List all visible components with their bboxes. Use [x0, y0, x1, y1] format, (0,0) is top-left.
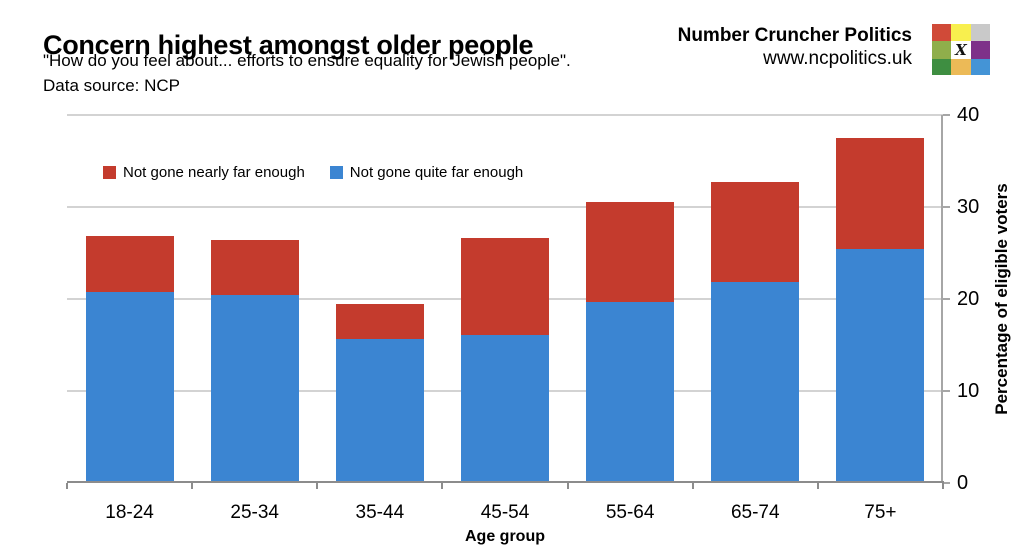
plot-area: Not gone nearly far enough Not gone quit…	[66, 105, 979, 545]
logo-cell	[970, 58, 990, 75]
x-axis-tick	[191, 483, 194, 489]
bar-35-44-nearly	[335, 303, 424, 340]
bar-18-24-nearly	[85, 236, 174, 292]
y-tick-label: 20	[957, 288, 980, 310]
bar-25-34-quite	[210, 295, 299, 483]
bar-55-64-nearly	[586, 202, 675, 302]
logo-cell	[970, 40, 990, 59]
x-category-label: 65-74	[730, 502, 780, 523]
x-axis-tick	[566, 483, 569, 489]
logo-cell: X	[951, 40, 971, 59]
bar-75+-quite	[836, 249, 925, 483]
y-axis-title: Percentage of eligible voters	[992, 183, 1011, 415]
x-axis-tick	[66, 483, 68, 489]
x-axis-tick	[816, 483, 819, 489]
bar-18-24-quite	[85, 291, 174, 483]
logo-cell	[932, 24, 952, 41]
x-category-label: 25-34	[230, 502, 280, 523]
brand-url[interactable]: www.ncpolitics.uk	[763, 48, 912, 69]
legend-swatch-red-icon	[103, 166, 116, 179]
y-tick-label: 10	[957, 380, 980, 402]
x-axis-tick	[441, 483, 444, 489]
y-axis-tick	[943, 298, 950, 300]
branding-block: Number Cruncher Politics www.ncpolitics.…	[678, 24, 912, 70]
x-axis-tick	[942, 483, 944, 489]
x-category-label: 75+	[864, 502, 897, 523]
bar-75+-nearly	[836, 138, 925, 250]
page-title: Concern highest amongst older people	[43, 30, 534, 61]
legend-item-quite: Not gone quite far enough	[329, 164, 524, 181]
ncp-logo-icon: X	[932, 24, 990, 75]
y-tick-label: 0	[957, 472, 969, 494]
brand-name: Number Cruncher Politics	[677, 25, 912, 46]
logo-cell	[932, 40, 952, 59]
x-category-label: 35-44	[355, 502, 405, 523]
logo-cell	[951, 24, 971, 41]
gridline-30	[67, 206, 943, 208]
bar-65-74-quite	[711, 282, 800, 483]
bar-65-74-nearly	[711, 182, 800, 283]
bar-25-34-nearly	[210, 240, 299, 296]
bar-45-54-nearly	[461, 238, 549, 335]
data-source-note: Data source: NCP	[43, 76, 180, 95]
legend-label-quite: Not gone quite far enough	[349, 164, 524, 181]
x-axis-title: Age group	[465, 528, 545, 545]
x-axis-line	[67, 481, 944, 483]
x-axis-tick	[691, 483, 694, 489]
y-axis-line	[941, 115, 943, 483]
bar-35-44-quite	[335, 339, 424, 483]
bar-55-64-quite	[586, 301, 675, 483]
logo-cell	[951, 58, 971, 75]
y-axis-tick	[943, 390, 950, 392]
logo-x-glyph: X	[955, 40, 967, 59]
x-category-label: 55-64	[605, 502, 655, 523]
y-axis-tick	[943, 206, 950, 208]
bar-45-54-quite	[461, 334, 549, 483]
y-axis-tick	[943, 482, 950, 484]
y-axis-tick	[943, 114, 950, 116]
legend: Not gone nearly far enough Not gone quit…	[103, 164, 523, 181]
x-category-label: 45-54	[480, 502, 530, 523]
gridline-40	[67, 114, 943, 116]
legend-swatch-blue-icon	[329, 166, 343, 179]
y-tick-label: 30	[957, 196, 980, 218]
legend-label-nearly: Not gone nearly far enough	[123, 164, 305, 181]
x-category-label: 18-24	[105, 502, 154, 523]
legend-item-nearly: Not gone nearly far enough	[103, 164, 305, 181]
logo-cell	[970, 24, 990, 41]
chart-subtitle: "How do you feel about... efforts to ens…	[43, 51, 571, 70]
y-tick-label: 40	[957, 104, 980, 126]
logo-cell	[932, 58, 952, 75]
x-axis-tick	[316, 483, 319, 489]
